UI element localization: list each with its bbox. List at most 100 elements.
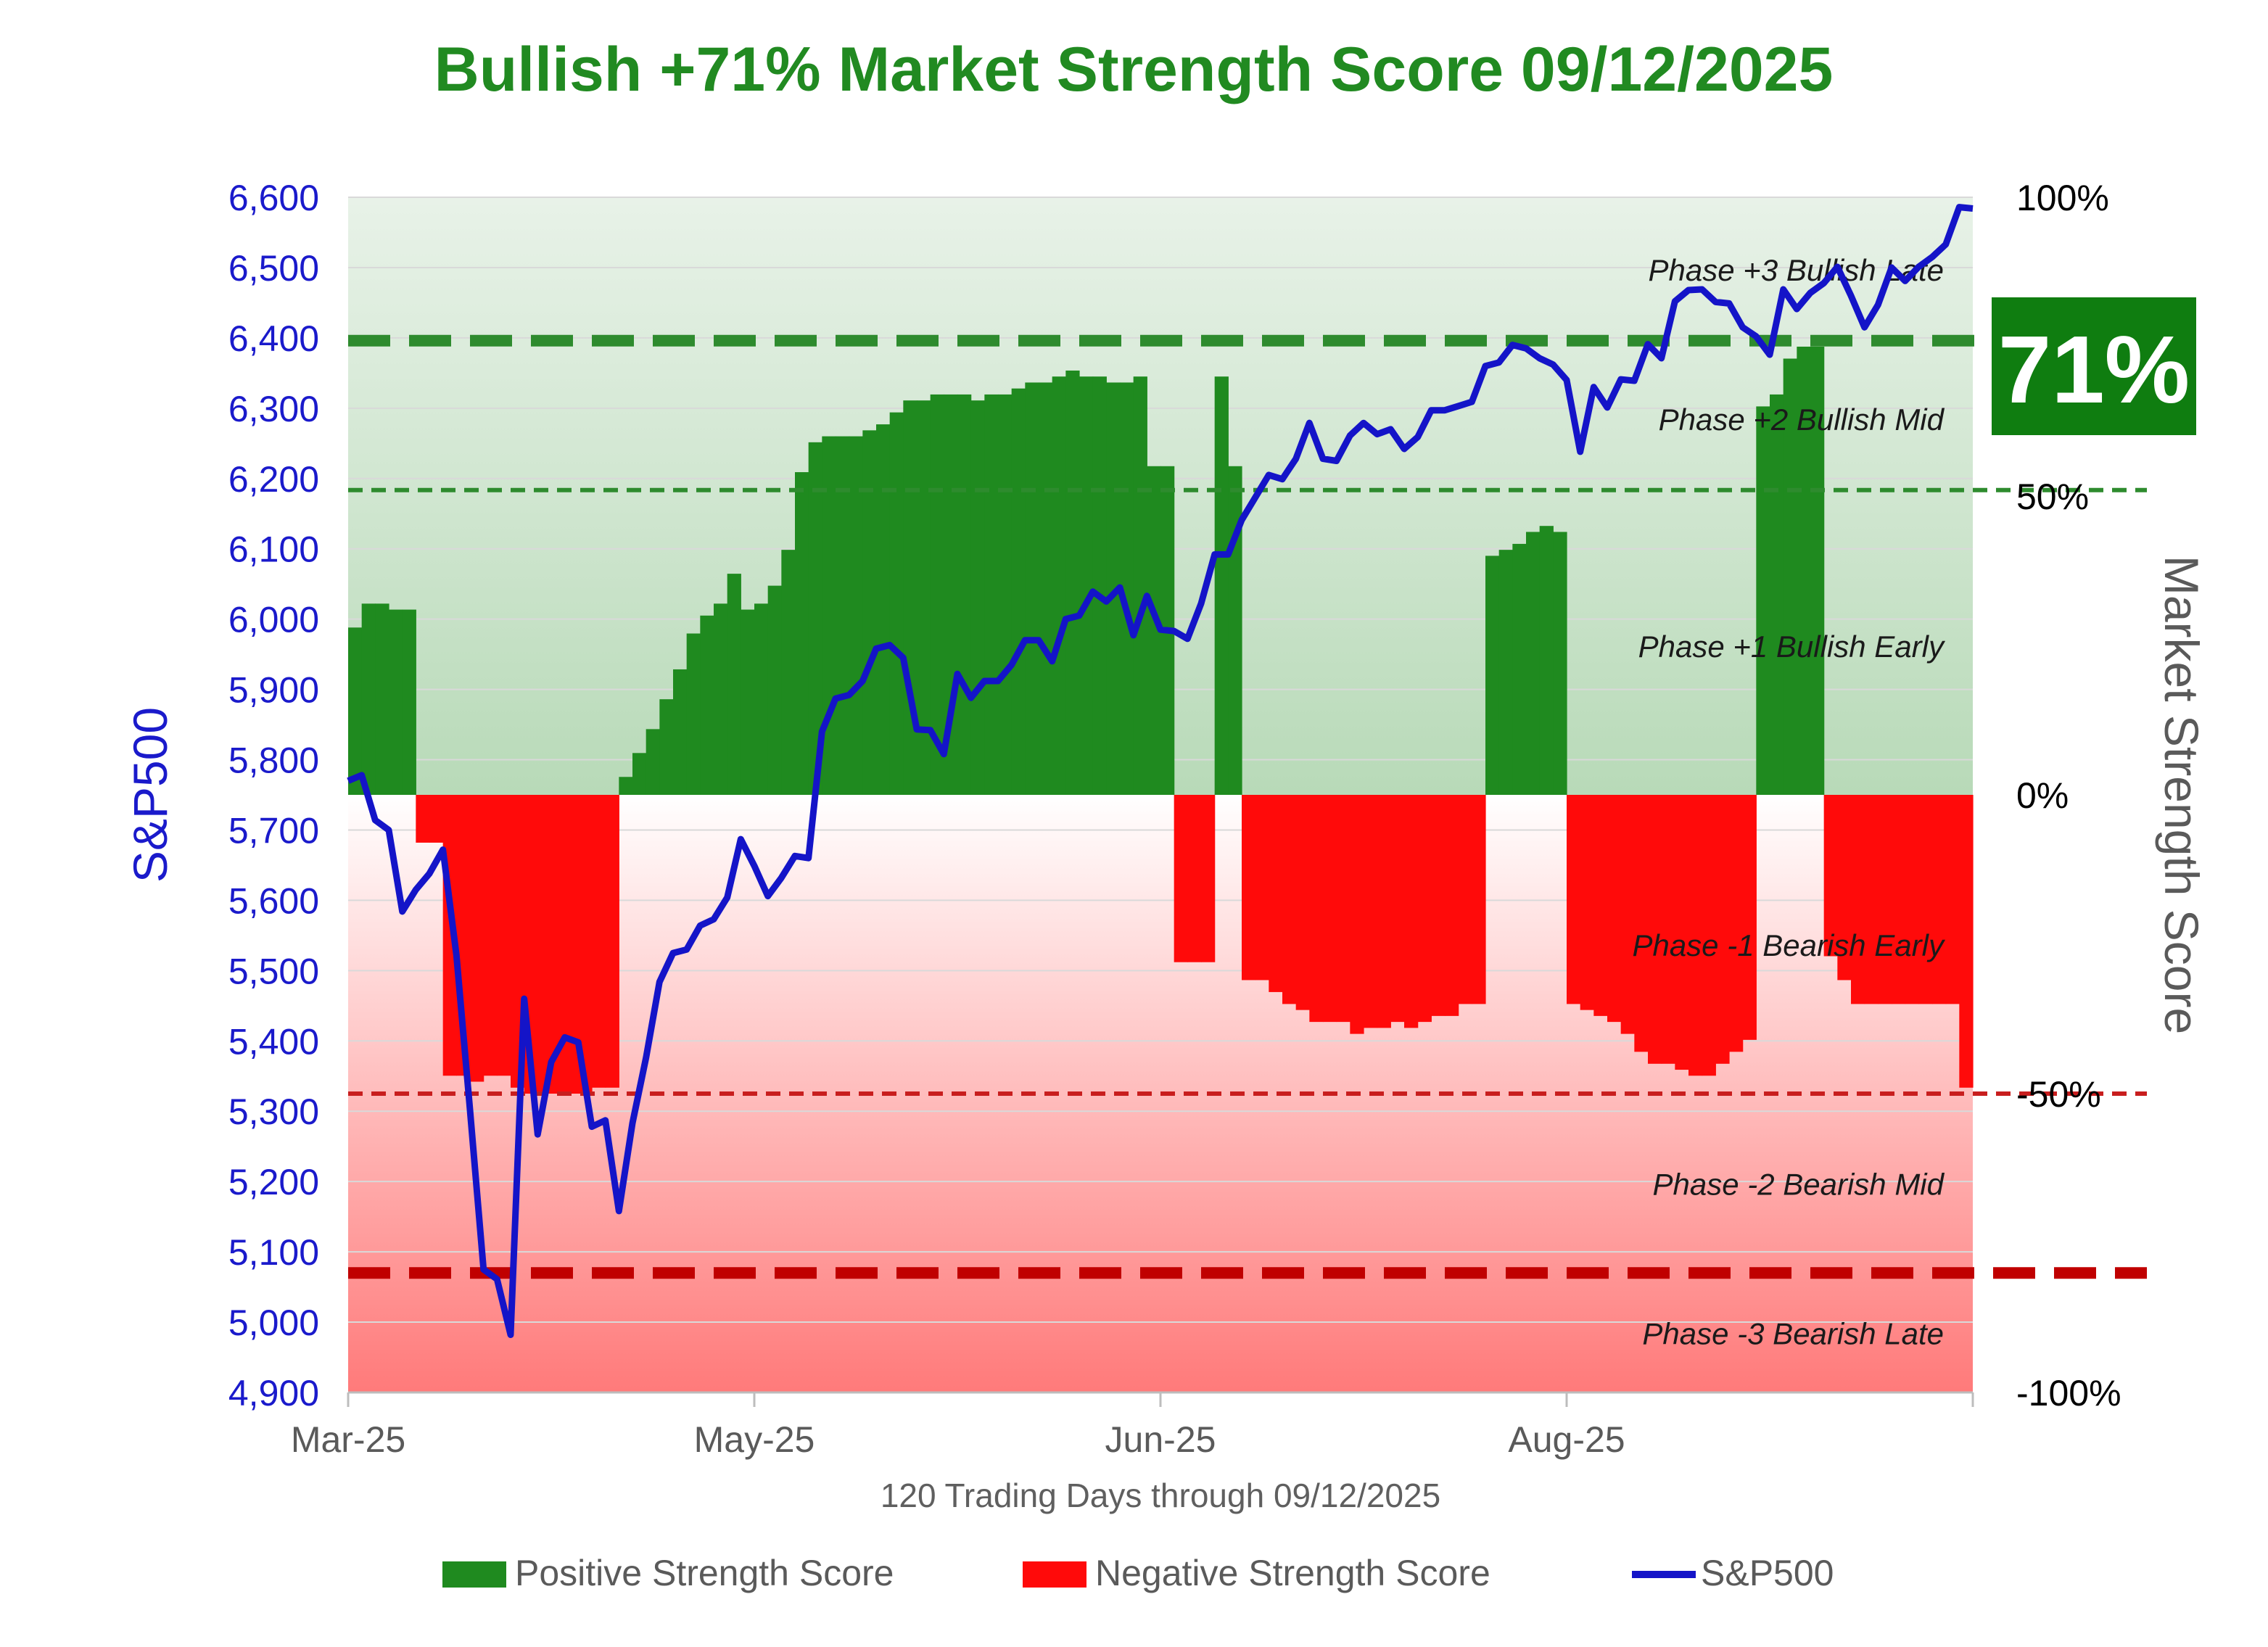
negative-score-bar — [1593, 795, 1608, 1016]
positive-score-bar — [1025, 382, 1039, 795]
positive-score-bar — [348, 627, 363, 795]
positive-score-bar — [1147, 466, 1161, 795]
x-tick-label: Mar-25 — [291, 1419, 405, 1460]
positive-score-bar — [700, 615, 714, 795]
positive-score-bar — [1120, 382, 1134, 795]
y-left-tick-label: 6,500 — [228, 248, 319, 289]
y-left-tick-label: 5,100 — [228, 1232, 319, 1273]
positive-score-bar — [808, 442, 822, 795]
y-right-tick-label: -50% — [2016, 1074, 2101, 1115]
positive-score-bar — [1770, 394, 1784, 795]
positive-score-bar — [375, 603, 389, 795]
positive-score-bar — [998, 394, 1013, 795]
positive-score-bar — [849, 436, 863, 795]
positive-score-bar — [686, 633, 701, 795]
negative-score-bar — [1309, 795, 1324, 1023]
x-tick-label: May-25 — [694, 1419, 815, 1460]
negative-score-bar — [1729, 795, 1744, 1052]
score-bars — [348, 347, 1974, 1094]
spx-series-line — [347, 204, 1974, 1338]
positive-score-bar — [1106, 382, 1121, 795]
positive-score-bar — [957, 394, 972, 795]
y-right-tick-label: -100% — [2016, 1373, 2121, 1413]
negative-score-bar — [497, 795, 511, 1076]
negative-score-bar — [1187, 795, 1202, 962]
threshold-lines — [348, 334, 2147, 1279]
positive-score-bar — [1797, 347, 1811, 795]
positive-score-bar — [930, 394, 944, 795]
phase-label: Phase +2 Bullish Mid — [1659, 403, 1945, 437]
negative-score-bar — [1242, 795, 1256, 981]
negative-score-bar — [1472, 795, 1486, 1004]
positive-score-bar — [1783, 358, 1797, 796]
negative-score-bar — [1567, 795, 1581, 1004]
legend-negative-label: Negative Strength Score — [1095, 1553, 1490, 1593]
negative-score-bar — [1295, 795, 1310, 1010]
y-left-tick-label: 5,300 — [228, 1091, 319, 1132]
y-left-axis-ticks: 4,900 5,000 5,100 5,200 5,300 5,400 5,500 5,600… — [228, 178, 319, 1413]
negative-score-bar — [1675, 795, 1689, 1070]
negative-score-bar — [1201, 795, 1216, 962]
positive-score-bar — [1052, 376, 1066, 795]
negative-score-bar — [1864, 795, 1879, 1004]
positive-score-bar — [1214, 376, 1229, 795]
positive-score-bar — [1039, 382, 1053, 795]
negative-score-bar — [1390, 795, 1405, 1023]
negative-score-bar — [470, 795, 484, 1082]
y-left-tick-label: 6,400 — [228, 318, 319, 359]
positive-score-bar — [889, 412, 904, 795]
negative-score-bar — [1851, 795, 1865, 1004]
negative-score-bar — [1458, 795, 1472, 1004]
x-tick-label: Jun-25 — [1105, 1419, 1216, 1460]
positive-score-bar — [619, 777, 633, 795]
negative-score-bar — [1892, 795, 1906, 1004]
positive-score-bar — [1092, 376, 1107, 795]
negative-score-bar — [1634, 795, 1649, 1052]
current-score-box — [1992, 297, 2196, 435]
positive-score-bar — [1498, 550, 1513, 795]
legend-positive-label: Positive Strength Score — [515, 1553, 894, 1593]
negative-score-bar — [1269, 795, 1283, 992]
negative-score-bar — [1580, 795, 1594, 1010]
legend: Positive Strength Score Negative Strengt… — [442, 1553, 1834, 1593]
negative-score-bar — [1431, 795, 1446, 1016]
negative-score-bar — [1282, 795, 1297, 1004]
positive-score-bar — [1133, 376, 1147, 795]
negative-score-bar — [1336, 795, 1351, 1023]
y-right-axis-title: Market Strength Score — [2155, 556, 2209, 1034]
y-right-tick-label: 50% — [2016, 476, 2089, 517]
negative-score-bar — [1445, 795, 1459, 1016]
negative-score-bar — [1255, 795, 1269, 981]
x-tick-label: Aug-25 — [1508, 1419, 1625, 1460]
negative-score-bar — [1823, 795, 1838, 957]
positive-score-bar — [646, 729, 660, 795]
phase-label: Phase -1 Bearish Early — [1632, 928, 1946, 962]
positive-score-bar — [727, 574, 741, 795]
positive-score-bar — [361, 603, 376, 795]
positive-score-bar — [402, 609, 416, 795]
negative-score-bar — [1878, 795, 1892, 1004]
negative-score-bar — [1688, 795, 1703, 1076]
negative-score-bar — [1742, 795, 1757, 1040]
y-left-tick-label: 6,000 — [228, 600, 319, 640]
negative-score-bar — [1959, 795, 1974, 1088]
positive-score-bar — [795, 472, 809, 795]
y-right-tick-label: 100% — [2016, 178, 2109, 218]
y-left-tick-label: 6,100 — [228, 529, 319, 570]
positive-score-bar — [970, 400, 985, 795]
negative-score-bar — [551, 795, 566, 1094]
negative-score-bar — [1945, 795, 1960, 1004]
y-left-tick-label: 6,600 — [228, 178, 319, 218]
legend-positive-swatch — [442, 1561, 506, 1588]
positive-score-bar — [876, 424, 891, 795]
positive-score-bar — [1539, 526, 1554, 795]
positive-score-bar — [1011, 388, 1026, 795]
y-left-tick-label: 6,200 — [228, 459, 319, 500]
legend-spx-label: S&P500 — [1701, 1553, 1834, 1593]
x-axis-title: 120 Trading Days through 09/12/2025 — [881, 1477, 1440, 1514]
y-left-tick-label: 5,600 — [228, 880, 319, 921]
positive-score-bar — [1526, 532, 1541, 795]
positive-score-bar — [1065, 370, 1080, 796]
y-left-tick-label: 5,500 — [228, 951, 319, 991]
negative-score-bar — [1905, 795, 1919, 1004]
